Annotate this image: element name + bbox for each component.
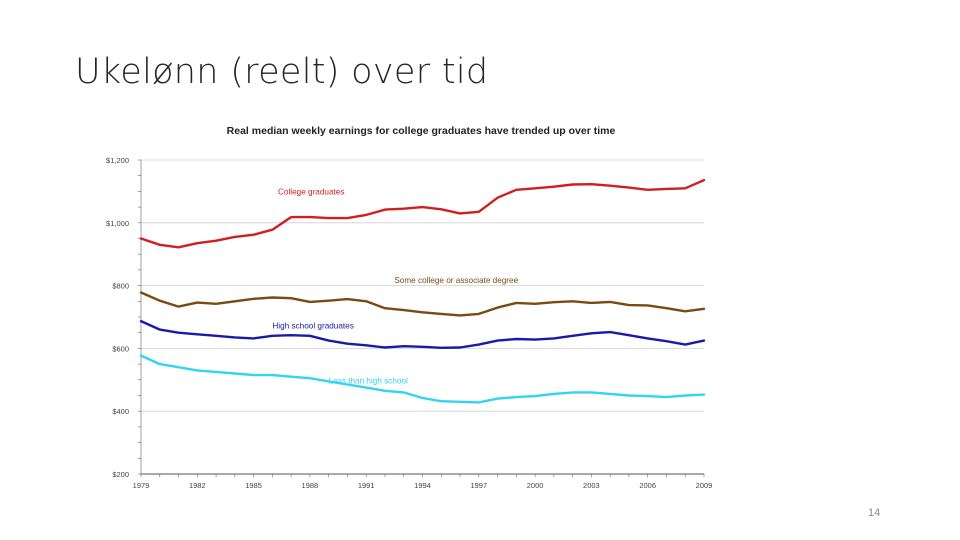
series-label: Less than high school <box>329 377 408 386</box>
series-label: High school graduates <box>272 322 353 331</box>
series-line-less-than-high-school <box>139 354 706 404</box>
y-tick-label: $1,000 <box>106 219 129 228</box>
y-tick-label: $1,200 <box>106 156 129 165</box>
series-label: Some college or associate degree <box>394 276 518 285</box>
y-tick-label: $200 <box>112 470 129 479</box>
slide-title: Ukelønn (reelt) over tid <box>75 52 489 92</box>
x-tick-label: 2000 <box>527 481 544 490</box>
series-line-high-school-graduates <box>139 319 706 350</box>
series-line-some-college-or-associate-degree <box>139 291 706 317</box>
x-tick-label: 1994 <box>414 481 431 490</box>
x-tick-label: 1979 <box>133 481 150 490</box>
chart-container: Real median weekly earnings for college … <box>95 118 735 498</box>
x-tick-label: 1988 <box>302 481 319 490</box>
chart-title: Real median weekly earnings for college … <box>227 125 616 137</box>
y-tick-label: $800 <box>112 282 129 291</box>
x-tick-label: 2009 <box>696 481 713 490</box>
series-line-college-graduates <box>139 178 706 249</box>
x-tick-label: 1997 <box>470 481 487 490</box>
y-tick-label: $600 <box>112 344 129 353</box>
x-tick-label: 2003 <box>583 481 600 490</box>
y-tick-label: $400 <box>112 407 129 416</box>
earnings-line-chart: Real median weekly earnings for college … <box>106 125 713 490</box>
x-tick-label: 1982 <box>189 481 206 490</box>
x-tick-label: 1991 <box>358 481 375 490</box>
x-tick-label: 1985 <box>245 481 262 490</box>
series-label: College graduates <box>278 188 344 197</box>
page-number: 14 <box>868 507 881 519</box>
x-tick-label: 2006 <box>639 481 656 490</box>
